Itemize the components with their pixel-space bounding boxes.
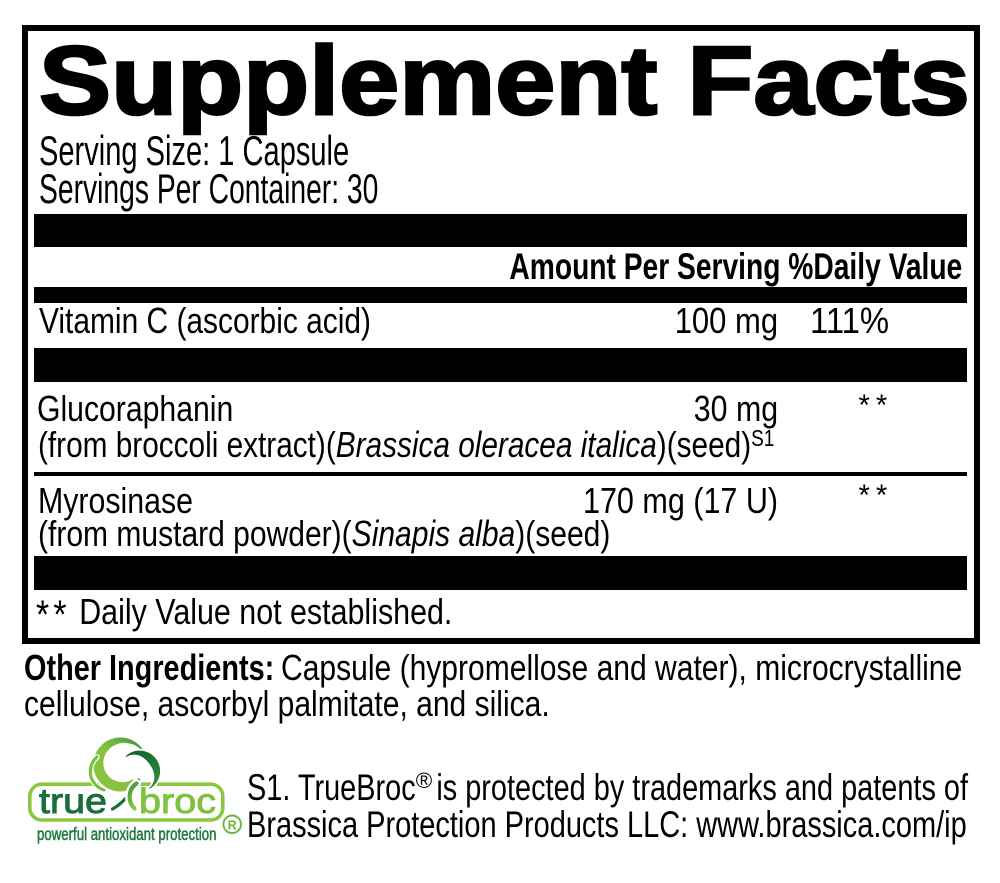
svg-text:powerful antioxidant protectio: powerful antioxidant protection	[37, 824, 217, 844]
svg-text:R: R	[228, 819, 237, 833]
svg-text:broc: broc	[139, 782, 216, 821]
